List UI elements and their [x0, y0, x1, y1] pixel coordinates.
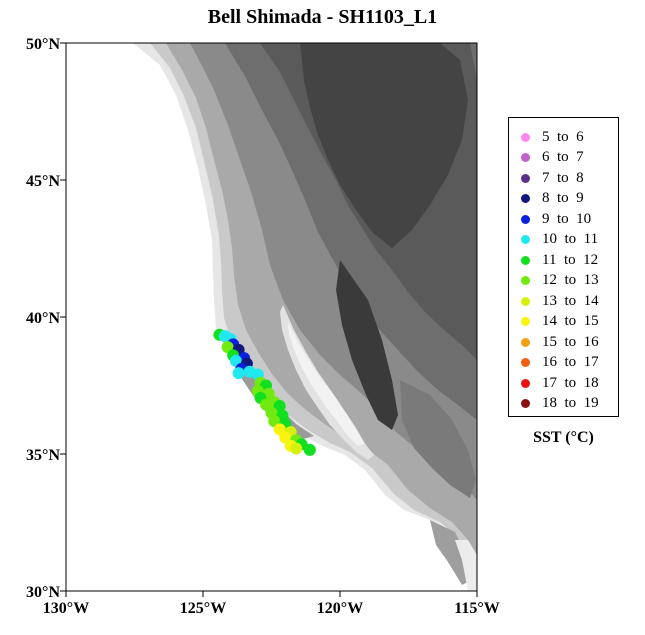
legend-swatch — [521, 378, 530, 388]
latitude-axis: 50°N 45°N 40°N 35°N 30°N — [26, 36, 66, 601]
legend-swatch — [521, 194, 530, 204]
legend-entry: 10 to 11 — [509, 230, 618, 251]
legend-label: 14 to 15 — [542, 313, 599, 330]
legend-label: 5 to 6 — [542, 128, 584, 145]
legend-label: 12 to 13 — [542, 272, 599, 289]
lat-tick-label: 35°N — [26, 447, 60, 464]
legend-swatch — [521, 255, 530, 265]
legend-swatch — [521, 358, 530, 368]
legend-label: 11 to 12 — [542, 251, 599, 268]
lat-tick-label: 40°N — [26, 310, 60, 327]
track-point — [303, 443, 316, 456]
legend-label: 13 to 14 — [542, 292, 599, 309]
legend-swatch — [521, 296, 530, 306]
legend-swatch — [521, 235, 530, 245]
legend-label: 15 to 16 — [542, 333, 599, 350]
legend-label: 18 to 19 — [542, 395, 599, 412]
legend-label: 8 to 9 — [542, 190, 584, 207]
legend-caption: SST (°C) — [533, 429, 594, 446]
lat-tick-label: 30°N — [26, 584, 60, 601]
map-title: Bell Shimada - SH1103_L1 — [207, 6, 438, 28]
lon-tick-label: 115°W — [454, 600, 500, 617]
legend-label: 6 to 7 — [542, 149, 584, 166]
lat-tick-label: 45°N — [26, 173, 60, 190]
legend-entry: 13 to 14 — [509, 291, 618, 312]
lon-tick-label: 130°W — [43, 600, 89, 617]
legend-entry: 14 to 15 — [509, 312, 618, 333]
track-point — [273, 400, 286, 413]
legend-entry: 7 to 8 — [509, 168, 618, 189]
legend-entry: 5 to 6 — [509, 127, 618, 148]
legend-entry: 8 to 9 — [509, 189, 618, 210]
legend-entry: 12 to 13 — [509, 271, 618, 292]
legend-label: 7 to 8 — [542, 169, 584, 186]
legend-swatch — [521, 214, 530, 224]
legend-entry: 9 to 10 — [509, 209, 618, 230]
legend-swatch — [521, 399, 530, 409]
track-point — [290, 442, 303, 455]
legend-label: 16 to 17 — [542, 354, 599, 371]
legend-label: 9 to 10 — [542, 210, 592, 227]
legend-label: 10 to 11 — [542, 231, 599, 248]
ship-track — [213, 328, 316, 456]
legend-swatch — [521, 317, 530, 327]
legend-entry: 11 to 12 — [509, 250, 618, 271]
legend-entry: 16 to 17 — [509, 353, 618, 374]
longitude-axis: 130°W 125°W 120°W 115°W — [43, 591, 500, 617]
lat-tick-label: 50°N — [26, 36, 60, 53]
legend-label: 17 to 18 — [542, 374, 599, 391]
legend-entry: 15 to 16 — [509, 332, 618, 353]
legend-swatch — [521, 173, 530, 183]
land-terrain — [133, 43, 477, 591]
track-point — [232, 367, 245, 380]
sst-legend: 5 to 6 6 to 7 7 to 8 8 to 9 9 to 10 10 to 11 1… — [508, 117, 619, 417]
legend-swatch — [521, 276, 530, 286]
lon-tick-label: 125°W — [180, 600, 226, 617]
lon-tick-label: 120°W — [317, 600, 363, 617]
legend-entry: 17 to 18 — [509, 373, 618, 394]
legend-swatch — [521, 153, 530, 163]
legend-swatch — [521, 132, 530, 142]
legend-entry: 18 to 19 — [509, 394, 618, 415]
legend-entry: 6 to 7 — [509, 148, 618, 169]
legend-swatch — [521, 337, 530, 347]
